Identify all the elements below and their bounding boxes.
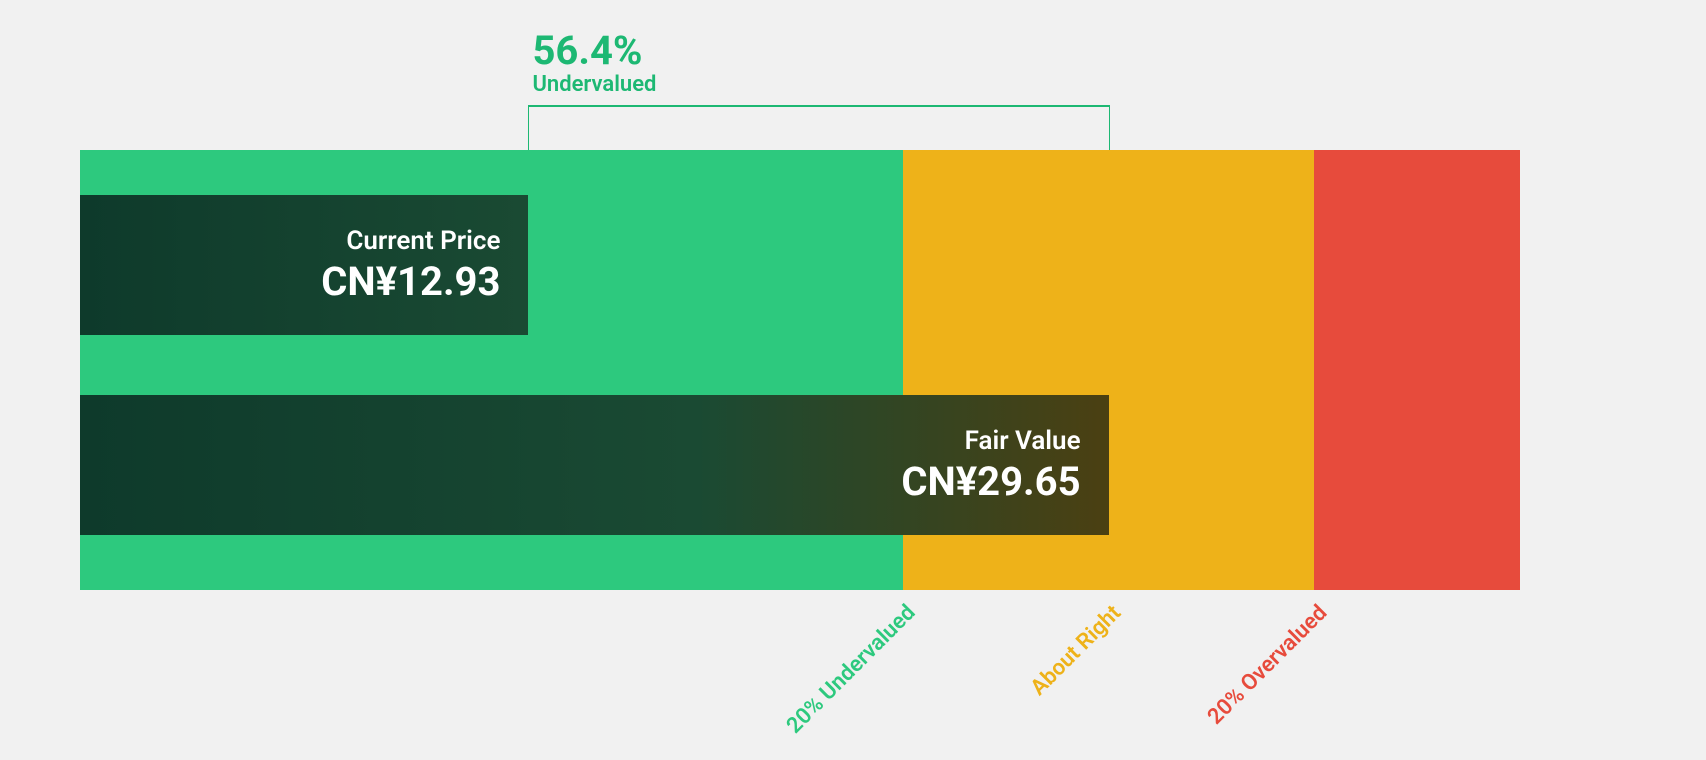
axis-label-about-right: About Right	[1026, 600, 1126, 700]
annotation-span-line	[528, 105, 1108, 107]
axis-label-undervalued: 20% Undervalued	[782, 600, 920, 738]
valuation-chart: Fair Value CN¥29.65 Current Price CN¥12.…	[0, 0, 1706, 760]
valuation-annotation: 56.4% Undervalued	[532, 27, 656, 97]
annotation-tick-left	[528, 105, 529, 150]
fair-value-amount: CN¥29.65	[901, 458, 1080, 505]
current-price-bar: Current Price CN¥12.93	[80, 195, 528, 335]
current-price-label: Current Price	[346, 226, 500, 256]
annotation-status: Undervalued	[532, 72, 656, 97]
fair-value-bar: Fair Value CN¥29.65	[80, 395, 1109, 535]
zone-overvalued	[1314, 150, 1520, 590]
annotation-tick-right	[1109, 105, 1110, 150]
fair-value-label: Fair Value	[965, 426, 1081, 456]
current-price-amount: CN¥12.93	[321, 258, 500, 305]
axis-label-overvalued: 20% Overvalued	[1203, 600, 1332, 729]
annotation-percent: 56.4%	[532, 27, 642, 74]
